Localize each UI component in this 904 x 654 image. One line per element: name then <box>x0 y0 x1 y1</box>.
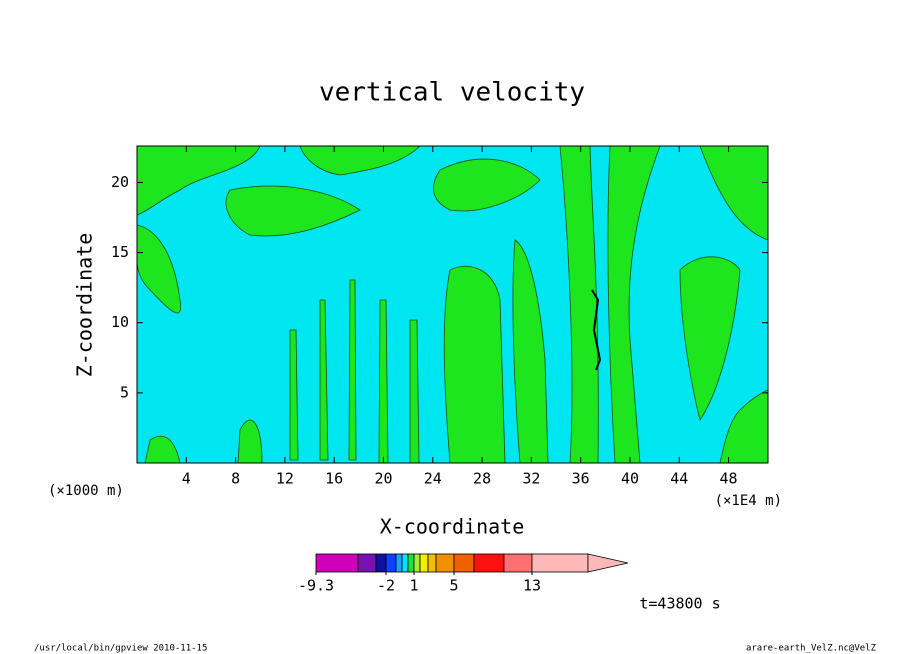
x-tick-label: 48 <box>720 470 738 488</box>
colorbar-segment <box>413 553 421 573</box>
contour-region <box>607 146 661 463</box>
contour-region <box>443 265 506 463</box>
y-tick-label: 10 <box>111 313 129 331</box>
x-axis-label: X-coordinate <box>380 515 525 539</box>
contour-region <box>137 146 261 216</box>
colorbar-segment <box>407 553 415 573</box>
colorbar-label: 5 <box>449 577 458 595</box>
colorbar-segment <box>503 553 533 573</box>
colorbar-segment <box>357 553 377 573</box>
contour-region <box>137 224 182 314</box>
time-label: t=43800 s <box>639 595 720 613</box>
colorbar-segment <box>315 553 359 573</box>
y-tick-label: 15 <box>111 243 129 261</box>
contour-region <box>433 158 541 212</box>
colorbar-label: -9.3 <box>298 577 334 595</box>
colorbar-segment <box>375 553 387 573</box>
x-tick-label: 32 <box>522 470 540 488</box>
contour-region <box>289 279 420 463</box>
colorbar-segment <box>395 553 403 573</box>
colorbar-label: 13 <box>523 577 541 595</box>
colorbar-extension <box>587 553 629 573</box>
footer-right: arare-earth_VelZ.nc@VelZ <box>746 644 877 654</box>
footer-left: /usr/local/bin/gpview 2010-11-15 <box>34 644 207 654</box>
x-tick-label: 40 <box>621 470 639 488</box>
plot-frame <box>136 145 769 464</box>
x-unit-left: (×1000 m) <box>48 483 124 499</box>
contour-line <box>591 289 602 371</box>
colorbar-label: 1 <box>409 577 418 595</box>
chart-title: vertical velocity <box>319 78 585 108</box>
x-tick-label: 24 <box>424 470 442 488</box>
colorbar-segment <box>419 553 429 573</box>
x-tick-label: 20 <box>374 470 392 488</box>
contour-region <box>144 435 181 463</box>
x-tick-label: 36 <box>572 470 590 488</box>
x-unit-right: (×1E4 m) <box>715 493 782 509</box>
colorbar-segment <box>385 553 397 573</box>
colorbar-segment <box>427 553 437 573</box>
contour-region <box>719 389 768 463</box>
colorbar-segment <box>473 553 505 573</box>
x-tick-label: 8 <box>231 470 240 488</box>
contour-region <box>225 185 361 237</box>
contour-region <box>679 256 741 421</box>
x-tick-label: 12 <box>276 470 294 488</box>
x-tick-label: 16 <box>325 470 343 488</box>
x-tick-label: 4 <box>182 470 191 488</box>
colorbar-label: -2 <box>377 577 395 595</box>
contour-field <box>137 146 768 463</box>
x-tick-label: 28 <box>473 470 491 488</box>
y-axis-label: Z-coordinate <box>73 233 97 378</box>
colorbar-segment <box>531 553 589 573</box>
y-tick-label: 20 <box>111 173 129 191</box>
contour-region <box>559 146 599 463</box>
contour-region <box>299 146 421 176</box>
colorbar-segment <box>453 553 475 573</box>
x-tick-label: 44 <box>670 470 688 488</box>
y-tick-label: 5 <box>120 383 129 401</box>
colorbar-segment <box>401 553 409 573</box>
colorbar-segment <box>435 553 455 573</box>
